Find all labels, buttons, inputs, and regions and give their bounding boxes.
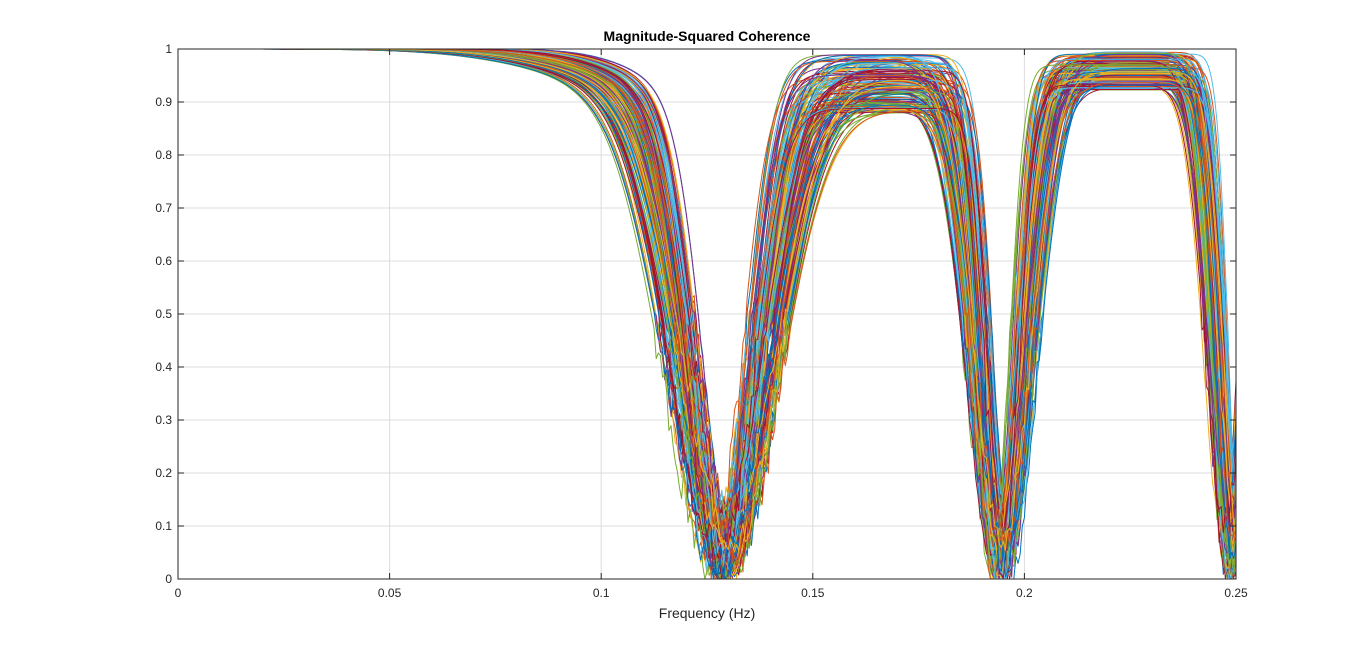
series-line — [178, 49, 1236, 550]
y-tick-label: 0.8 — [155, 148, 172, 162]
y-tick-label: 0.9 — [155, 95, 172, 109]
y-tick-label: 0.5 — [155, 307, 172, 321]
axis-ticks — [177, 48, 1237, 580]
series-line — [178, 49, 1236, 579]
y-tick-label: 0.4 — [155, 360, 172, 374]
x-tick-label: 0.05 — [378, 586, 402, 600]
x-axis-label: Frequency (Hz) — [659, 605, 755, 621]
series-line — [178, 49, 1236, 579]
series-line — [178, 49, 1236, 570]
y-tick-labels: 0 0.1 0.2 0.3 0.4 0.5 0.6 0.7 0.8 0.9 1 — [155, 42, 172, 586]
series-line — [178, 49, 1236, 579]
y-tick-label: 0.1 — [155, 519, 172, 533]
y-tick-label: 0 — [165, 572, 172, 586]
y-tick-label: 0.7 — [155, 201, 172, 215]
x-tick-labels: 0 0.05 0.1 0.15 0.2 0.25 — [175, 586, 1248, 600]
chart-title: Magnitude-Squared Coherence — [604, 28, 811, 44]
series-line — [178, 49, 1236, 556]
x-tick-label: 0 — [175, 586, 182, 600]
x-tick-label: 0.25 — [1224, 586, 1248, 600]
y-tick-label: 0.3 — [155, 413, 172, 427]
y-tick-label: 0.6 — [155, 254, 172, 268]
y-tick-label: 0.2 — [155, 466, 172, 480]
y-tick-label: 1 — [165, 42, 172, 56]
x-tick-label: 0.1 — [593, 586, 610, 600]
series-line — [178, 49, 1236, 578]
x-tick-label: 0.2 — [1016, 586, 1033, 600]
x-tick-label: 0.15 — [801, 586, 825, 600]
